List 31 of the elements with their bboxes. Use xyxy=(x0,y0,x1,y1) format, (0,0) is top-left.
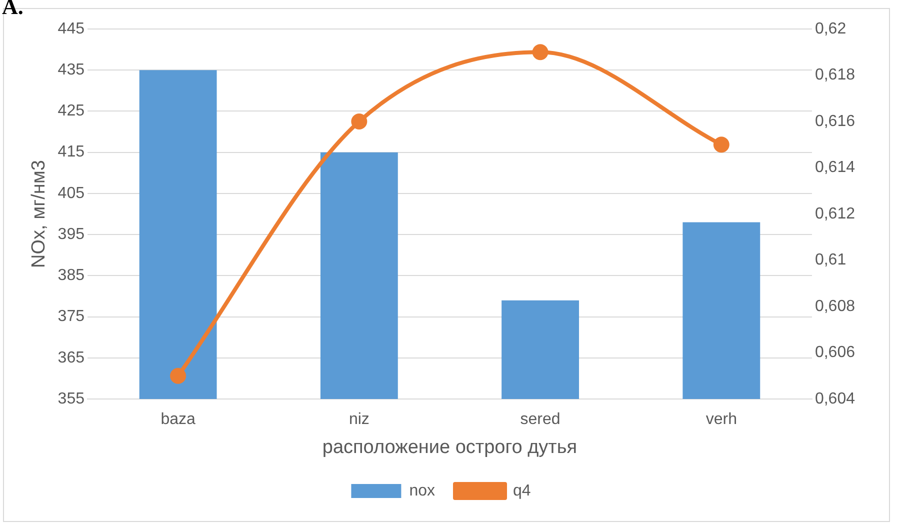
legend-label: q4 xyxy=(513,482,531,500)
y2-tick-label: 0,606 xyxy=(814,344,856,362)
y-tick-label: 445 xyxy=(58,20,85,38)
x-tick-label: sered xyxy=(520,411,560,428)
x-tick-label: baza xyxy=(160,411,196,428)
y-tick-label: 355 xyxy=(58,390,85,408)
y-tick-label: 425 xyxy=(58,102,85,120)
y2-tick-label: 0,614 xyxy=(814,159,856,176)
y-axis-title: NOx, мг/нм3 xyxy=(28,160,50,268)
y2-tick-label: 0,616 xyxy=(814,112,856,130)
y2-tick-label: 0,62 xyxy=(814,20,846,38)
y-tick-label: 365 xyxy=(58,349,85,366)
y2-tick-label: 0,618 xyxy=(814,66,856,84)
point xyxy=(713,136,730,153)
x-tick-label: niz xyxy=(348,411,370,428)
x-axis-title: расположение острого дутья xyxy=(322,436,578,458)
y2-tick-label: 0,604 xyxy=(814,390,856,408)
y2-tick-label: 0,612 xyxy=(814,205,856,222)
legend-label: nox xyxy=(409,482,435,500)
y-tick-label: 415 xyxy=(58,144,85,161)
point xyxy=(351,114,368,130)
y2-tick-label: 0,608 xyxy=(814,298,856,315)
point xyxy=(170,368,186,384)
y-tick-label: 405 xyxy=(58,184,85,202)
y-tick-label: 375 xyxy=(58,308,85,326)
x-tick-label: verh xyxy=(706,411,737,428)
y-tick-label: 395 xyxy=(58,226,85,243)
y2-tick-label: 0,61 xyxy=(814,252,846,269)
y-tick-label: 435 xyxy=(58,62,85,79)
point xyxy=(532,44,548,60)
y-tick-label: 385 xyxy=(58,267,85,284)
